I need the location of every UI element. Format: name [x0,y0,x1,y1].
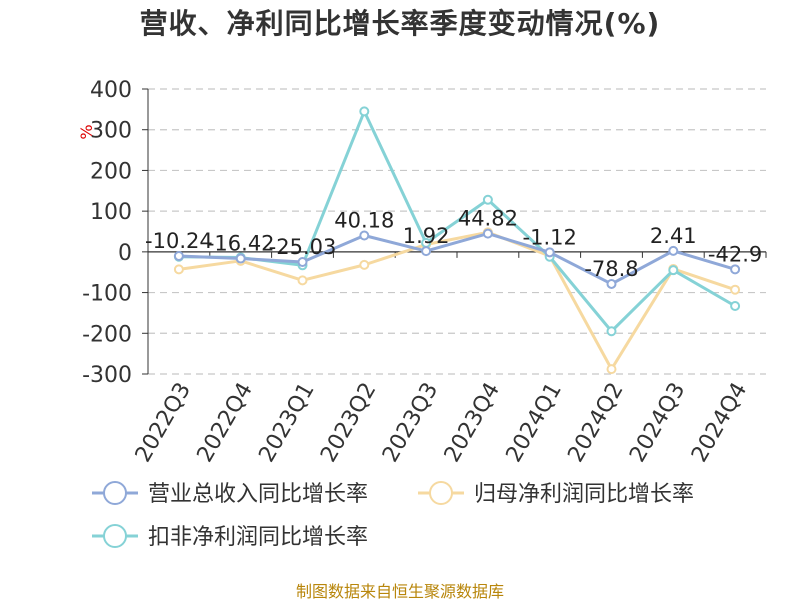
x-tick-label: 2023Q3 [378,379,443,467]
data-point [544,247,555,258]
y-tick-label: 0 [118,241,132,266]
source-note: 制图数据来自恒生聚源数据库 [295,582,504,601]
legend-marker [103,481,127,505]
x-tick-label: 2024Q4 [687,379,752,467]
data-point [235,253,246,264]
data-point [668,245,679,256]
x-tick-label: 2024Q2 [563,379,628,467]
data-point [359,230,370,241]
data-point [482,228,493,239]
data-point [421,246,432,257]
y-axis-label: % [77,124,96,139]
data-point [173,264,184,275]
data-point [606,278,617,289]
data-point [297,257,308,268]
data-label: 1.92 [403,224,450,248]
legend-marker [103,524,127,548]
data-point [730,284,741,295]
x-tick-label: 2023Q2 [316,379,381,467]
data-point [730,301,741,312]
y-tick-label: -300 [82,363,132,388]
chart-title: 营收、净利同比增长率季度变动情况(%) [139,7,661,40]
data-label: 44.82 [458,207,518,231]
data-label: -78.8 [584,257,638,281]
data-label: -42.9 [708,242,762,266]
data-label: -25.03 [269,235,337,259]
x-tick-label: 2022Q4 [193,379,258,467]
data-label: 40.18 [334,208,394,232]
series-line [178,230,736,371]
data-point [606,364,617,375]
data-point [668,265,679,276]
data-label: 2.41 [650,224,697,248]
data-point [359,259,370,270]
y-tick-label: 400 [90,78,132,103]
data-point [482,194,493,205]
legend-label: 营业总收入同比增长率 [148,482,368,507]
y-tick-label: -100 [82,282,132,307]
x-tick-label: 2023Q4 [440,379,505,467]
data-point [606,326,617,337]
y-tick-label: -200 [82,322,132,347]
legend-label: 归母净利润同比增长率 [474,482,694,507]
x-tick-label: 2024Q3 [625,379,690,467]
x-tick-label: 2023Q1 [254,379,319,467]
y-tick-label: 300 [90,119,132,144]
y-tick-label: 200 [90,159,132,184]
legend-marker [429,481,453,505]
data-label: -16.42 [207,232,275,256]
data-point [297,275,308,286]
data-point [173,251,184,262]
data-label: -10.24 [145,229,213,253]
data-point [359,106,370,117]
data-label: -1.12 [523,225,577,249]
series-line [178,232,736,286]
x-tick-label: 2022Q3 [131,379,196,467]
legend-label: 扣非净利润同比增长率 [148,525,368,550]
data-point [730,264,741,275]
y-tick-label: 100 [90,200,132,225]
x-tick-label: 2024Q1 [502,379,567,467]
